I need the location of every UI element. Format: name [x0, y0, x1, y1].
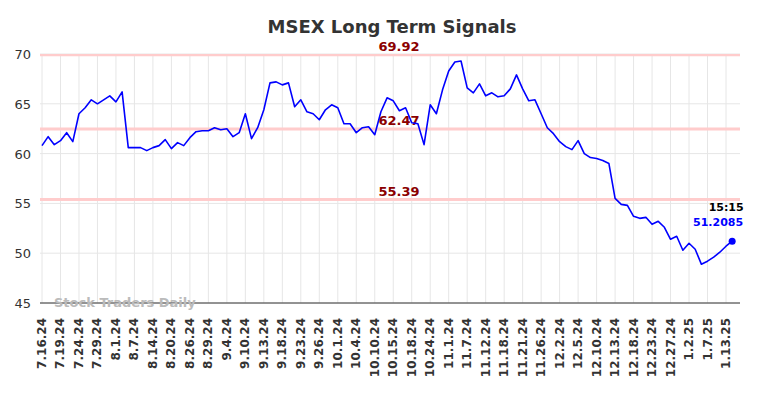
x-tick-label: 12.18.24: [627, 318, 641, 377]
grid-line: [393, 54, 394, 303]
x-tick-label: 7.29.24: [90, 318, 104, 369]
grid-line: [541, 54, 542, 303]
x-tick-label: 10.1.24: [331, 318, 345, 369]
signal-label: 62.47: [378, 113, 419, 128]
x-tick-label: 8.26.24: [183, 318, 197, 369]
grid-line: [60, 54, 61, 303]
x-tick-label: 10.24.24: [423, 318, 437, 377]
grid-line: [245, 54, 246, 303]
x-tick-label: 8.20.24: [164, 318, 178, 369]
x-tick-label: 11.7.24: [460, 318, 474, 369]
y-tick-label: 45: [14, 296, 31, 311]
grid-line: [115, 54, 116, 303]
grid-line: [40, 103, 740, 104]
grid-line: [78, 54, 79, 303]
x-tick-label: 9.23.24: [294, 318, 308, 369]
signal-label: 55.39: [378, 184, 419, 199]
grid-line: [171, 54, 172, 303]
signal-line: [40, 54, 740, 56]
chart: MSEX Long Term Signals 45 50 55 60 65 70 7.16.2…: [0, 0, 784, 398]
watermark: Stock Traders Daily: [54, 295, 196, 310]
x-tick-label: 12.23.24: [645, 318, 659, 377]
grid-line: [208, 54, 209, 303]
grid-line: [559, 54, 560, 303]
signal-label: 69.92: [378, 39, 419, 54]
grid-line: [319, 54, 320, 303]
y-tick-label: 60: [14, 147, 31, 162]
x-tick-label: 11.21.24: [516, 318, 530, 377]
x-tick-label: 8.14.24: [146, 318, 160, 369]
grid-line: [726, 54, 727, 303]
x-tick-label: 9.13.24: [257, 318, 271, 369]
grid-line: [134, 54, 135, 303]
x-tick-label: 12.13.24: [608, 318, 622, 377]
y-tick-label: 65: [14, 97, 31, 112]
x-tick-label: 11.26.24: [534, 318, 548, 377]
grid-line: [615, 54, 616, 303]
price-line: [42, 61, 732, 264]
x-tick-label: 12.5.24: [571, 318, 585, 369]
x-tick-label: 10.18.24: [405, 318, 419, 377]
grid-line: [596, 54, 597, 303]
x-tick-label: 7.19.24: [53, 318, 67, 369]
grid-line: [633, 54, 634, 303]
grid-line: [300, 54, 301, 303]
grid-line: [40, 203, 740, 204]
x-tick-label: 7.24.24: [72, 318, 86, 369]
grid-line: [152, 54, 153, 303]
last-point: [729, 238, 736, 245]
x-tick-label: 1.2.25: [682, 318, 696, 361]
y-tick-label: 70: [14, 47, 31, 62]
grid-line: [670, 54, 671, 303]
last-value: 51.2085: [693, 216, 743, 229]
y-tick-label: 55: [14, 196, 31, 211]
x-tick-label: 1.7.25: [701, 318, 715, 361]
x-tick-label: 8.1.24: [109, 318, 123, 361]
grid-line: [411, 54, 412, 303]
grid-line: [40, 153, 740, 154]
x-tick-label: 12.2.24: [553, 318, 567, 369]
grid-line: [282, 54, 283, 303]
x-tick-label: 12.27.24: [664, 318, 678, 377]
x-tick-label: 8.7.24: [127, 318, 141, 361]
title: MSEX Long Term Signals: [268, 16, 517, 37]
x-tick-label: 9.10.24: [238, 318, 252, 369]
grid-line: [189, 54, 190, 303]
x-tick-label: 9.26.24: [312, 318, 326, 369]
x-tick-label: 11.18.24: [497, 318, 511, 377]
grid-line: [467, 54, 468, 303]
y-tick-label: 50: [14, 246, 31, 261]
grid-line: [448, 54, 449, 303]
grid-line: [485, 54, 486, 303]
x-tick-label: 8.29.24: [201, 318, 215, 369]
hlines: [40, 55, 740, 200]
grid-line: [374, 54, 375, 303]
grid-line: [337, 54, 338, 303]
grid-line: [430, 54, 431, 303]
grid-line: [578, 54, 579, 303]
x-tick-label: 12.10.24: [590, 318, 604, 377]
grid-line: [42, 54, 43, 303]
grid-line: [40, 253, 740, 254]
grid-line: [522, 54, 523, 303]
x-tick-label: 10.4.24: [349, 318, 363, 369]
grid-line: [652, 54, 653, 303]
grid-line: [356, 54, 357, 303]
x-tick-label: 7.16.24: [35, 318, 49, 369]
x-tick-label: 10.15.24: [386, 318, 400, 377]
grid-line: [226, 54, 227, 303]
grid-line: [504, 54, 505, 303]
grid-line: [689, 54, 690, 303]
grid-line: [97, 54, 98, 303]
last-time: 15:15: [709, 201, 744, 214]
x-tick-label: 11.12.24: [479, 318, 493, 377]
series: [42, 61, 736, 264]
x-tick-label: 1.13.25: [719, 318, 733, 369]
grid-line: [263, 54, 264, 303]
grid-line: [707, 54, 708, 303]
x-tick-label: 11.1.24: [442, 318, 456, 369]
x-tick-label: 9.18.24: [275, 318, 289, 369]
x-tick-label: 10.10.24: [368, 318, 382, 377]
x-tick-label: 9.4.24: [220, 318, 234, 361]
